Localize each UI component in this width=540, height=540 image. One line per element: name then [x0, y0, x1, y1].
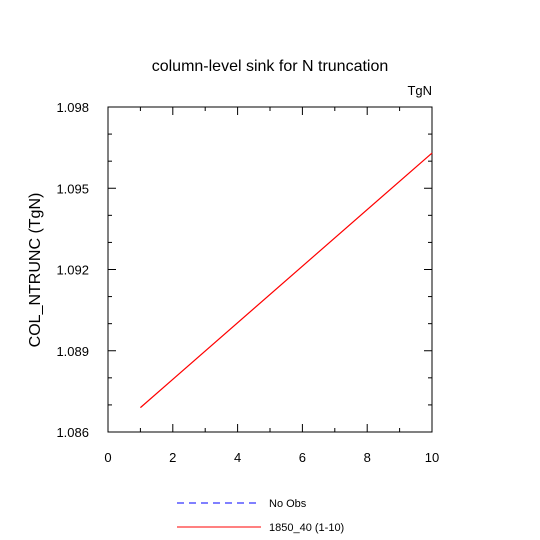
series-layer	[140, 152, 433, 409]
y-axis-label: COL_NTRUNC (TgN)	[27, 193, 44, 348]
x-tick-label: 4	[234, 450, 241, 465]
x-tick-label: 6	[299, 450, 306, 465]
x-axis: 0 2 4 6 8 10	[104, 107, 439, 465]
y-tick-label: 1.095	[56, 181, 89, 196]
legend-label: No Obs	[269, 498, 307, 510]
y-tick-label: 1.098	[56, 100, 89, 115]
y-tick-label: 1.086	[56, 425, 89, 440]
y-axis: 1.086 1.089 1.092 1.095 1.098	[56, 100, 432, 440]
x-tick-label: 8	[364, 450, 371, 465]
y-tick-label: 1.092	[56, 263, 89, 278]
legend: No Obs 1850_40 (1-10)	[177, 498, 344, 534]
legend-label: 1850_40 (1-10)	[269, 522, 344, 534]
x-tick-label: 0	[104, 450, 111, 465]
series-line	[140, 152, 433, 409]
plot-frame	[107, 106, 433, 433]
x-tick-label: 10	[425, 450, 439, 465]
chart-title: column-level sink for N truncation	[152, 58, 389, 75]
x-tick-label: 2	[169, 450, 176, 465]
units-label: TgN	[407, 83, 432, 98]
y-tick-label: 1.089	[56, 344, 89, 359]
